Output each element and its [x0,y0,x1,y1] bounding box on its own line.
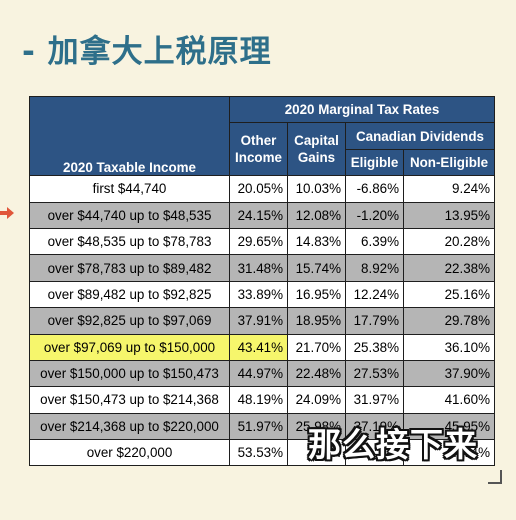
table-row: over $150,000 up to $150,473 44.97% 22.4… [29,359,495,388]
table-row: over $150,473 up to $214,368 48.19% 24.0… [29,386,495,414]
capital-gains-cell: 18.95% [287,307,346,335]
table-row: over $48,535 up to $78,783 29.65% 14.83%… [29,227,495,256]
eligible-cell: 8.92% [345,254,404,282]
non-eligible-cell: 36.10% [403,333,495,361]
capital-gains-cell: 14.83% [287,227,346,256]
income-cell: over $78,783 up to $89,482 [29,254,230,282]
table-row: over $78,783 up to $89,482 31.48% 15.74%… [29,254,495,282]
eligible-cell: -6.86% [345,175,404,203]
non-eligible-cell: 45.95% [403,412,495,441]
other-income-cell: 37.91% [229,307,288,335]
header-capital-gains-line2: Gains [297,150,336,166]
non-eligible-cell: 9.24% [403,175,495,203]
non-eligible-cell: 37.90% [403,359,495,388]
non-eligible-cell: 47.74% [403,439,495,467]
income-cell: first $44,740 [29,175,230,203]
header-taxable-income: 2020 Taxable Income [29,95,230,177]
other-income-cell: 31.48% [229,254,288,282]
other-income-cell: 53.53% [229,439,288,467]
capital-gains-cell: 21.70% [287,333,346,361]
income-cell: over $97,069 up to $150,000 [29,333,230,361]
table-row: over $220,000 53.53% 26. 47.74% [29,439,495,467]
other-income-cell: 51.97% [229,412,288,441]
arrow-right-icon [0,207,14,219]
income-cell: over $48,535 up to $78,783 [29,227,230,256]
header-eligible: Eligible [345,148,404,177]
non-eligible-cell: 41.60% [403,386,495,414]
video-subtitle: 那么接下来 [308,425,478,464]
eligible-cell [345,439,404,467]
table-row: over $44,740 up to $48,535 24.15% 12.08%… [29,201,495,229]
corner-bracket-decoration [488,470,502,484]
income-cell: over $150,000 up to $150,473 [29,359,230,388]
income-cell: over $214,368 up to $220,000 [29,412,230,441]
header-other-income: Other Income [229,122,288,177]
table-row-highlighted: over $97,069 up to $150,000 43.41% 21.70… [29,333,495,361]
other-income-cell: 48.19% [229,386,288,414]
non-eligible-cell: 25.16% [403,280,495,309]
capital-gains-cell: 10.03% [287,175,346,203]
other-income-cell: 33.89% [229,280,288,309]
income-cell: over $89,482 up to $92,825 [29,280,230,309]
eligible-cell: 25.38% [345,333,404,361]
table-row: over $214,368 up to $220,000 51.97% 25.9… [29,412,495,441]
eligible-cell: 17.79% [345,307,404,335]
marginal-tax-table: 2020 Taxable Income 2020 Marginal Tax Ra… [29,95,495,467]
page-title: - 加拿大上税原理 [22,34,272,70]
header-non-eligible: Non-Eligible [403,148,495,177]
header-other-income-line2: Income [235,150,282,166]
capital-gains-cell: 22.48% [287,359,346,388]
non-eligible-cell: 29.78% [403,307,495,335]
other-income-cell: 44.97% [229,359,288,388]
income-cell: over $150,473 up to $214,368 [29,386,230,414]
eligible-cell: -1.20% [345,201,404,229]
eligible-cell: 27.53% [345,359,404,388]
capital-gains-cell: 15.74% [287,254,346,282]
table-row: first $44,740 20.05% 10.03% -6.86% 9.24% [29,175,495,203]
capital-gains-cell: 24.09% [287,386,346,414]
non-eligible-cell: 20.28% [403,227,495,256]
other-income-cell: 24.15% [229,201,288,229]
header-capital-gains: Capital Gains [287,122,346,177]
capital-gains-cell: 12.08% [287,201,346,229]
eligible-cell: 6.39% [345,227,404,256]
capital-gains-cell: 16.95% [287,280,346,309]
capital-gains-cell: 26. [287,439,346,467]
header-other-income-line1: Other [240,132,277,148]
other-income-cell: 43.41% [229,333,288,361]
other-income-cell: 20.05% [229,175,288,203]
header-capital-gains-line1: Capital [294,132,339,148]
income-cell: over $44,740 up to $48,535 [29,201,230,229]
eligible-cell: 31.97% [345,386,404,414]
eligible-cell: 12.24% [345,280,404,309]
income-cell: over $92,825 up to $97,069 [29,307,230,335]
non-eligible-cell: 22.38% [403,254,495,282]
other-income-cell: 29.65% [229,227,288,256]
header-canadian-dividends: Canadian Dividends [345,122,495,150]
table-row: over $92,825 up to $97,069 37.91% 18.95%… [29,307,495,335]
non-eligible-cell: 13.95% [403,201,495,229]
header-marginal-rates: 2020 Marginal Tax Rates [229,95,495,124]
table-row: over $89,482 up to $92,825 33.89% 16.95%… [29,280,495,309]
income-cell: over $220,000 [29,439,230,467]
